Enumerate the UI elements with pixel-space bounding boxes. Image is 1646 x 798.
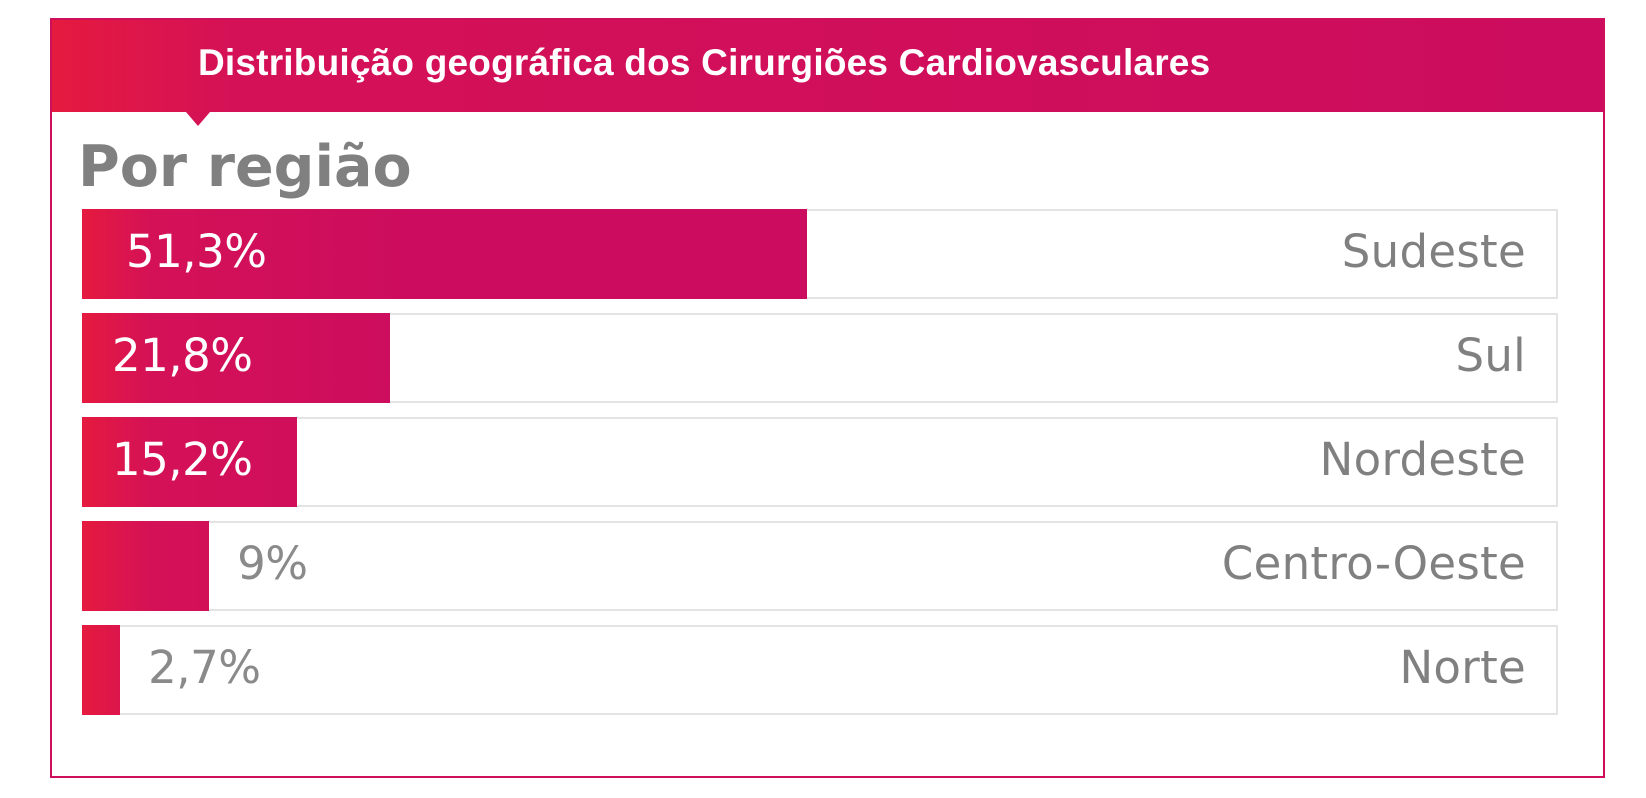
- category-label: Sul: [1455, 329, 1526, 382]
- chart-header: Distribuição geográfica dos Cirurgiões C…: [52, 20, 1603, 112]
- bar-row: 15,2% Nordeste: [82, 417, 1558, 507]
- bar-value-label: 21,8%: [112, 329, 253, 382]
- bar-value-label: 51,3%: [126, 225, 267, 278]
- bar-row: 51,3% Sudeste: [82, 209, 1558, 299]
- category-label: Sudeste: [1341, 225, 1526, 278]
- category-label: Norte: [1399, 641, 1526, 694]
- bar-fill: [82, 209, 807, 299]
- chart-title: Distribuição geográfica dos Cirurgiões C…: [198, 42, 1211, 83]
- header-pointer: [186, 112, 210, 126]
- bar-row: 9% Centro-Oeste: [82, 521, 1558, 611]
- bar-fill: [82, 313, 391, 403]
- bar-fill: [82, 417, 297, 507]
- bar-row: 2,7% Norte: [82, 625, 1558, 715]
- category-label: Nordeste: [1319, 433, 1526, 486]
- chart-card: Distribuição geográfica dos Cirurgiões C…: [50, 18, 1605, 778]
- bar-value-label: 2,7%: [148, 641, 261, 694]
- bar-list: 51,3% Sudeste 21,8% Sul 15,2% Nordeste 9% Centr…: [52, 20, 1603, 776]
- bar-row: 21,8% Sul: [82, 313, 1558, 403]
- chart-subtitle: Por região: [78, 134, 412, 200]
- category-label: Centro-Oeste: [1221, 537, 1526, 590]
- bar-value-label: 15,2%: [112, 433, 253, 486]
- bar-value-label: 9%: [237, 537, 308, 590]
- bar-fill: [82, 625, 121, 715]
- bar-fill: [82, 521, 210, 611]
